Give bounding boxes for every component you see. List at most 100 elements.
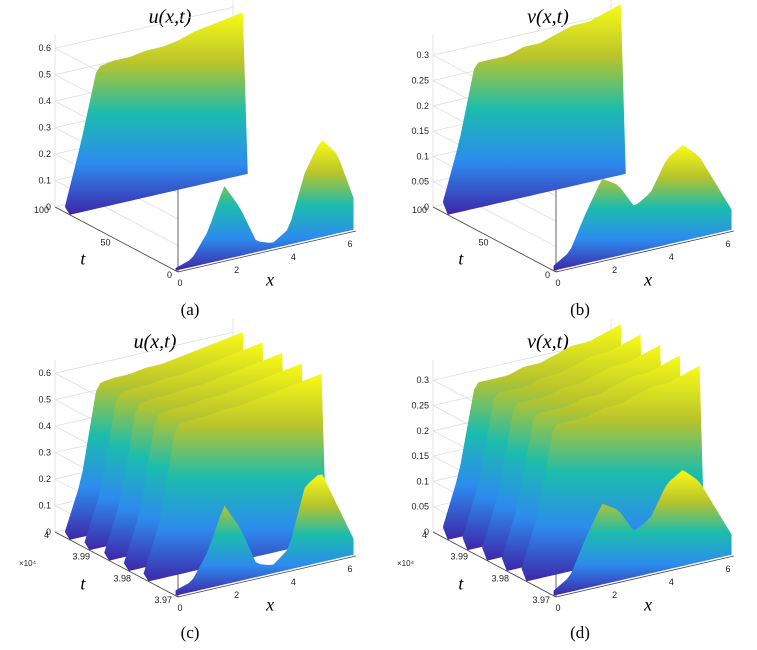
t-axis-label: t xyxy=(458,248,464,268)
surface-front xyxy=(553,470,732,596)
x-tick-label: 6 xyxy=(726,239,731,249)
axis-line xyxy=(432,531,557,598)
axis-line xyxy=(432,206,557,273)
z-tick-label: 0.15 xyxy=(411,451,429,461)
axis-line xyxy=(555,555,735,598)
t-tick-label: 4 xyxy=(44,530,49,540)
z-tick-label: 0.1 xyxy=(38,501,51,511)
z-tick-label: 0.5 xyxy=(38,395,51,405)
t-tick-label: 50 xyxy=(478,238,488,248)
t-tick-label: 3.97 xyxy=(532,595,550,605)
t-tick-label: 0 xyxy=(545,270,550,280)
panel-a: u(x,t) 0 0.1 0.2 0.3 0.4 0.5 0.6 0 2 4 6 0 50 100 x t (… xyxy=(0,0,378,325)
z-tick-label: 0.05 xyxy=(411,177,429,187)
z-tick-label: 0.5 xyxy=(38,70,51,80)
surface-sheet xyxy=(442,4,626,215)
x-tick-label: 0 xyxy=(555,603,560,613)
surface-sheet xyxy=(64,12,248,215)
z-tick-label: 0.2 xyxy=(416,426,429,436)
chart-title: v(x,t) xyxy=(527,331,569,353)
chart-title: v(x,t) xyxy=(527,6,569,28)
x-tick-label: 6 xyxy=(726,564,731,574)
surface-sheet xyxy=(143,373,327,582)
panel-c: u(x,t) 0 0.1 0.2 0.3 0.4 0.5 0.6 0 2 4 6 3.97 3.98 3.… xyxy=(0,319,378,650)
x-axis-label: x xyxy=(265,595,274,615)
caption: (b) xyxy=(570,300,590,319)
surface-plot-d: 0 0.05 0.1 0.15 0.2 0.25 0.3 0 2 4 6 3.97 3.98 3.99 4 ×… xyxy=(397,319,735,615)
surface-front xyxy=(553,145,732,271)
x-tick-label: 4 xyxy=(291,252,296,262)
t-tick-label: 100 xyxy=(412,205,427,215)
t-tick-label: 100 xyxy=(34,205,49,215)
z-tick-label: 0.3 xyxy=(38,448,51,458)
z-tick-label: 0.15 xyxy=(411,126,429,136)
z-tick-label: 0.1 xyxy=(38,176,51,186)
x-tick-label: 2 xyxy=(612,590,617,600)
x-tick-label: 6 xyxy=(348,239,353,249)
x-tick-label: 2 xyxy=(234,265,239,275)
z-tick-label: 0.2 xyxy=(38,149,51,159)
z-tick-label: 0.1 xyxy=(416,476,429,486)
z-tick-label: 0.05 xyxy=(411,502,429,512)
axis-line xyxy=(54,531,179,598)
t-tick-label: 50 xyxy=(100,238,110,248)
z-tick-label: 0 xyxy=(424,527,429,537)
t-tick-label: 0 xyxy=(167,270,172,280)
panel-d: v(x,t) 0 0.05 0.1 0.15 0.2 0.25 0.3 0 2 4 6 3.97 3.9… xyxy=(378,319,756,650)
surface-front xyxy=(175,474,354,596)
z-tick-label: 0.6 xyxy=(38,43,51,53)
t-axis-label: t xyxy=(80,573,86,593)
x-tick-label: 2 xyxy=(234,590,239,600)
z-tick-label: 0.2 xyxy=(38,474,51,484)
surface-plot-a: 0 0.1 0.2 0.3 0.4 0.5 0.6 0 2 4 6 0 50 100 x t xyxy=(34,0,357,290)
x-tick-label: 2 xyxy=(612,265,617,275)
t-axis-label: t xyxy=(80,248,86,268)
grid-line xyxy=(432,13,612,56)
x-tick-label: 0 xyxy=(177,278,182,288)
t-tick-label: 3.98 xyxy=(113,573,131,583)
t-axis-label: t xyxy=(458,573,464,593)
t-tick-label: 3.99 xyxy=(72,552,90,562)
z-tick-label: 0.4 xyxy=(38,421,51,431)
x-tick-label: 6 xyxy=(348,564,353,574)
axis-line xyxy=(555,230,735,273)
t-tick-label: 4 xyxy=(422,530,427,540)
x-axis-label: x xyxy=(643,270,652,290)
x-tick-label: 4 xyxy=(669,577,674,587)
t-multiplier: ×10⁴ xyxy=(19,559,37,568)
x-tick-label: 0 xyxy=(555,278,560,288)
surface-plot-b: 0 0.05 0.1 0.15 0.2 0.25 0.3 0 2 4 6 0 50 100 x t xyxy=(411,0,735,290)
x-axis-label: x xyxy=(265,270,274,290)
chart-title: u(x,t) xyxy=(148,6,192,28)
z-tick-label: 0 xyxy=(46,202,51,212)
z-tick-label: 0.3 xyxy=(416,50,429,60)
caption: (c) xyxy=(180,623,200,642)
axis-line xyxy=(177,555,357,598)
z-tick-label: 0.25 xyxy=(411,401,429,411)
z-tick-label: 0.1 xyxy=(416,151,429,161)
z-tick-label: 0 xyxy=(46,527,51,537)
z-tick-label: 0.3 xyxy=(38,123,51,133)
z-tick-label: 0.4 xyxy=(38,96,51,106)
t-tick-label: 3.98 xyxy=(491,573,509,583)
t-multiplier: ×10⁴ xyxy=(397,559,415,568)
caption: (d) xyxy=(570,623,590,642)
surface-plot-c: 0 0.1 0.2 0.3 0.4 0.5 0.6 0 2 4 6 3.97 3.98 3.99 4 ×10⁴… xyxy=(19,319,357,615)
z-tick-label: 0.2 xyxy=(416,101,429,111)
x-axis-label: x xyxy=(643,595,652,615)
panel-b: v(x,t) 0 0.05 0.1 0.15 0.2 0.25 0.3 0 2 4 6 0 50 100 x… xyxy=(378,0,756,325)
axis-line xyxy=(177,230,357,273)
axis-line xyxy=(54,206,179,273)
z-tick-label: 0.3 xyxy=(416,375,429,385)
grid-line xyxy=(54,6,234,49)
grid-line xyxy=(54,331,234,374)
caption: (a) xyxy=(180,300,200,319)
x-tick-label: 0 xyxy=(177,603,182,613)
x-tick-label: 4 xyxy=(291,577,296,587)
surface-front xyxy=(175,140,354,271)
t-tick-label: 3.97 xyxy=(154,595,172,605)
z-tick-label: 0 xyxy=(424,202,429,212)
t-tick-label: 3.99 xyxy=(450,552,468,562)
z-tick-label: 0.25 xyxy=(411,76,429,86)
x-tick-label: 4 xyxy=(669,252,674,262)
